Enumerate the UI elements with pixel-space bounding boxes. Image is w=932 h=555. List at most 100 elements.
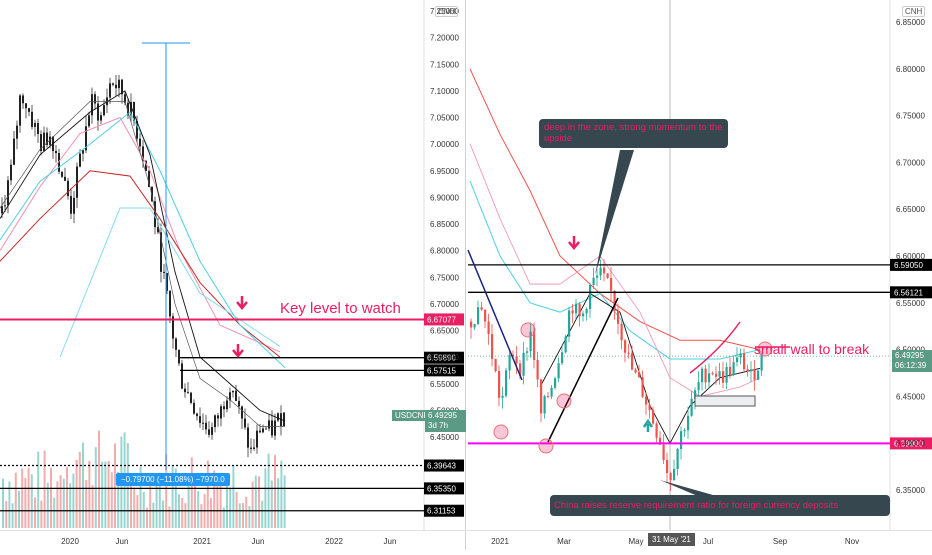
candle-body [232,390,234,393]
left-price-tick: 6.55000 [430,380,459,389]
right-price-tick: 6.60000 [896,252,925,261]
volume-bar [251,481,254,528]
left-level-tag-text: 6.39643 [427,462,456,471]
candle-body [166,273,168,291]
volume-bar [216,483,219,528]
candle-body [701,368,704,383]
right-level-tag [890,437,932,450]
volume-bar [200,504,203,528]
left-price-tick: 6.45000 [430,433,459,442]
candle-body [722,371,725,383]
left-price-tick: 6.95000 [430,167,459,176]
candle-body [739,353,742,358]
volume-bar [242,503,244,528]
blue-trendline [467,249,523,381]
candle-body [746,369,749,372]
candle-body [160,232,162,272]
volume-bar [270,480,273,528]
candle-body [184,388,186,393]
left-time-tick: Jun [252,537,265,546]
volume-bar [267,453,270,528]
candle-body [124,94,126,103]
candle-body [571,310,574,314]
candle-body [641,377,644,397]
candle-body [7,180,9,206]
candle-body [190,392,192,403]
candle-body [582,313,585,317]
ma-pink [469,143,761,397]
candle-body [145,160,147,171]
candle-body [199,416,201,423]
left-price-axis[interactable] [424,0,465,530]
volume-bar [254,475,257,528]
candle-body [109,83,111,98]
left-level-tag [424,482,464,495]
volume-bar [104,461,107,528]
volume-bar [50,467,52,528]
candle-body [262,428,264,433]
volume-bar [158,472,161,528]
candle-body [58,153,60,172]
left-time-tick: 2022 [325,537,343,546]
candle-body [13,138,15,165]
volume-bar [181,497,184,528]
candle-body [547,396,550,398]
candle-body [235,390,237,401]
volume-bar [62,478,65,528]
volume-bar [283,475,286,528]
candle-body [750,369,753,372]
volume-bar [27,467,30,528]
candle-body [100,115,102,121]
candle-body [172,316,174,339]
candle-body [178,349,180,364]
volume-bar [78,451,81,528]
candle-body [561,352,564,364]
right-time-tick: Nov [845,537,859,546]
candle-body [46,132,48,145]
volume-bar [264,468,267,528]
candle-body [244,418,246,428]
candle-body [494,358,497,372]
volume-bar [24,478,27,528]
volume-bar [107,460,110,528]
candle-body [634,369,637,373]
candle-body [732,362,735,376]
candle-body [157,227,159,233]
candle-body [725,366,728,383]
right-countdown: 06:12:39 [895,361,927,370]
candle-body [148,170,150,187]
crosshair-date-badge: 31 May '21 [648,533,695,546]
candle-body [736,357,739,363]
volume-bar [194,478,196,528]
volume-bar [14,472,17,528]
candle-body [22,95,24,104]
left-level-tag-text: 6.31153 [427,507,456,516]
candle-body [265,428,267,430]
candle-body [274,420,276,436]
right-price-tick: 6.40000 [896,439,925,448]
candle-body [49,136,51,145]
candle-body [610,277,613,291]
volume-bar [222,507,225,528]
candle-body [151,186,153,202]
left-time-tick: 2021 [193,537,211,546]
right-chart-plot[interactable] [469,0,763,530]
volume-bar [117,471,120,528]
candle-body [259,430,261,433]
symbol-badge[interactable]: USDCNH [392,410,433,421]
volume-bar [210,498,212,528]
candle-body [515,356,518,364]
candle-body [253,447,255,449]
volume-bar [72,473,75,528]
candle-body [169,290,171,317]
right-last-price: 6.49295 [895,351,924,360]
left-time-tick: Jun [384,537,397,546]
candle-body [505,370,508,396]
right-price-tick: 6.55000 [896,299,925,308]
chart-annotations: 6.67077 6.59890 6.57515 6.39643 6.35350 6.311… [0,42,932,517]
right-price-tick: 6.85000 [896,18,925,27]
candle-body [760,353,763,371]
volume-bar [174,468,177,528]
candle-body [118,79,120,89]
